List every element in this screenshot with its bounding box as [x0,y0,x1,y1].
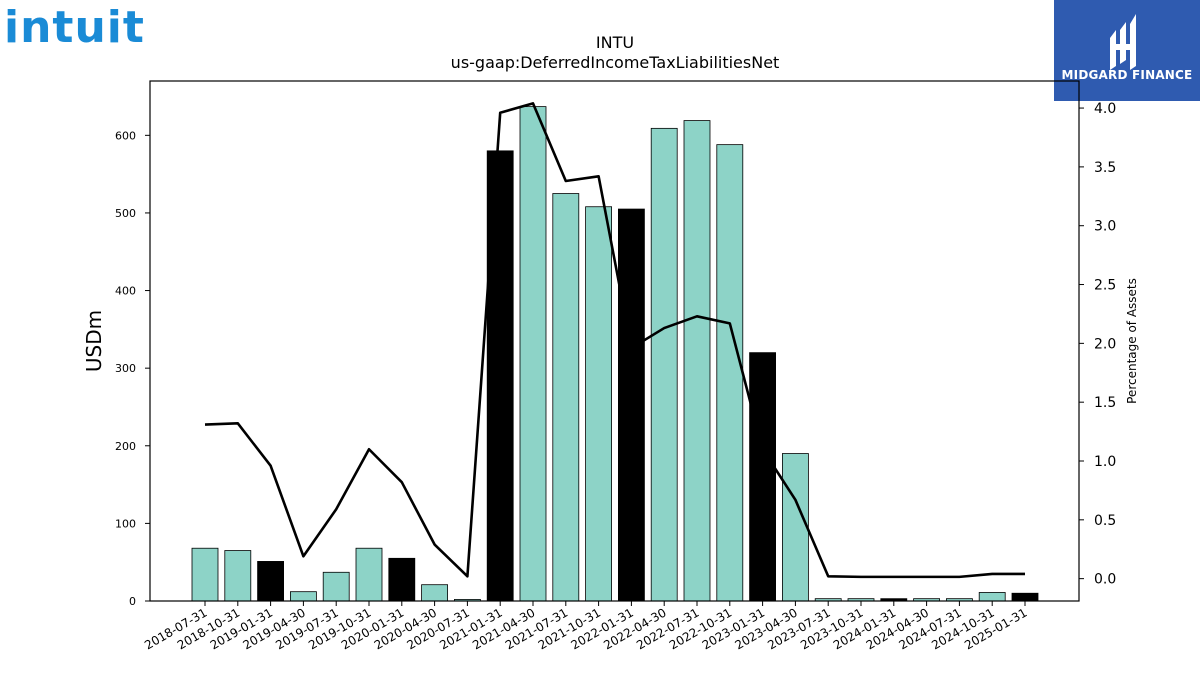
bar [650,127,678,602]
bar [224,550,252,602]
midgard-logo-mark [1054,0,1200,101]
y-tick-label: 400 [115,285,136,298]
percentage-of-assets-line [204,102,1025,579]
y2-axis-label: Percentage of Assets [1125,278,1139,404]
bar [585,206,612,602]
y-tick-label: 600 [115,129,136,142]
y2-tick-label: 2.0 [1094,336,1116,352]
bar [322,571,350,602]
bar [978,592,1006,602]
y2-tick-label: 2.5 [1094,278,1116,294]
bar [355,547,383,602]
y2-tick-label: 1.5 [1094,395,1116,411]
y2-tick-label: 4.0 [1094,101,1116,117]
bar [1011,592,1039,602]
bar [618,208,645,602]
midgard-logo-emblem-icon [1110,14,1136,70]
intuit-logo-text: intuit [4,2,145,53]
bar [519,106,547,602]
y2-tick-label: 3.0 [1094,219,1116,235]
y-tick-label: 300 [115,362,136,375]
bar [421,584,449,602]
line-series-group [204,102,1025,579]
bar [289,591,317,602]
plot-frame [149,80,1080,602]
y-tick-label: 100 [115,517,136,530]
y-tick-label: 0 [129,595,136,608]
bar [782,453,809,602]
bar [388,557,416,602]
bar [749,352,776,602]
y2-tick-label: 1.0 [1094,454,1116,470]
chart-subtitle: us-gaap:DeferredIncomeTaxLiabilitiesNet [451,53,780,72]
chart-title: INTU [596,33,634,52]
y2-tick-label: 0.5 [1094,513,1116,529]
midgard-finance-logo: MIDGARD FINANCE [1054,0,1200,101]
bar [486,150,514,602]
y2-tick-label: 0.0 [1094,572,1116,588]
bar [716,144,744,602]
bars-group [191,106,1039,602]
bar [191,547,219,602]
y2-tick-label: 3.5 [1094,160,1116,176]
midgard-logo-background [1054,0,1200,101]
bar [683,120,711,602]
bar [257,561,285,602]
midgard-logo-text: MIDGARD FINANCE [1061,68,1193,82]
bar [552,193,580,602]
y-tick-label: 200 [115,440,136,453]
y-tick-label: 500 [115,207,136,220]
y-axis-label: USDm [82,310,106,372]
